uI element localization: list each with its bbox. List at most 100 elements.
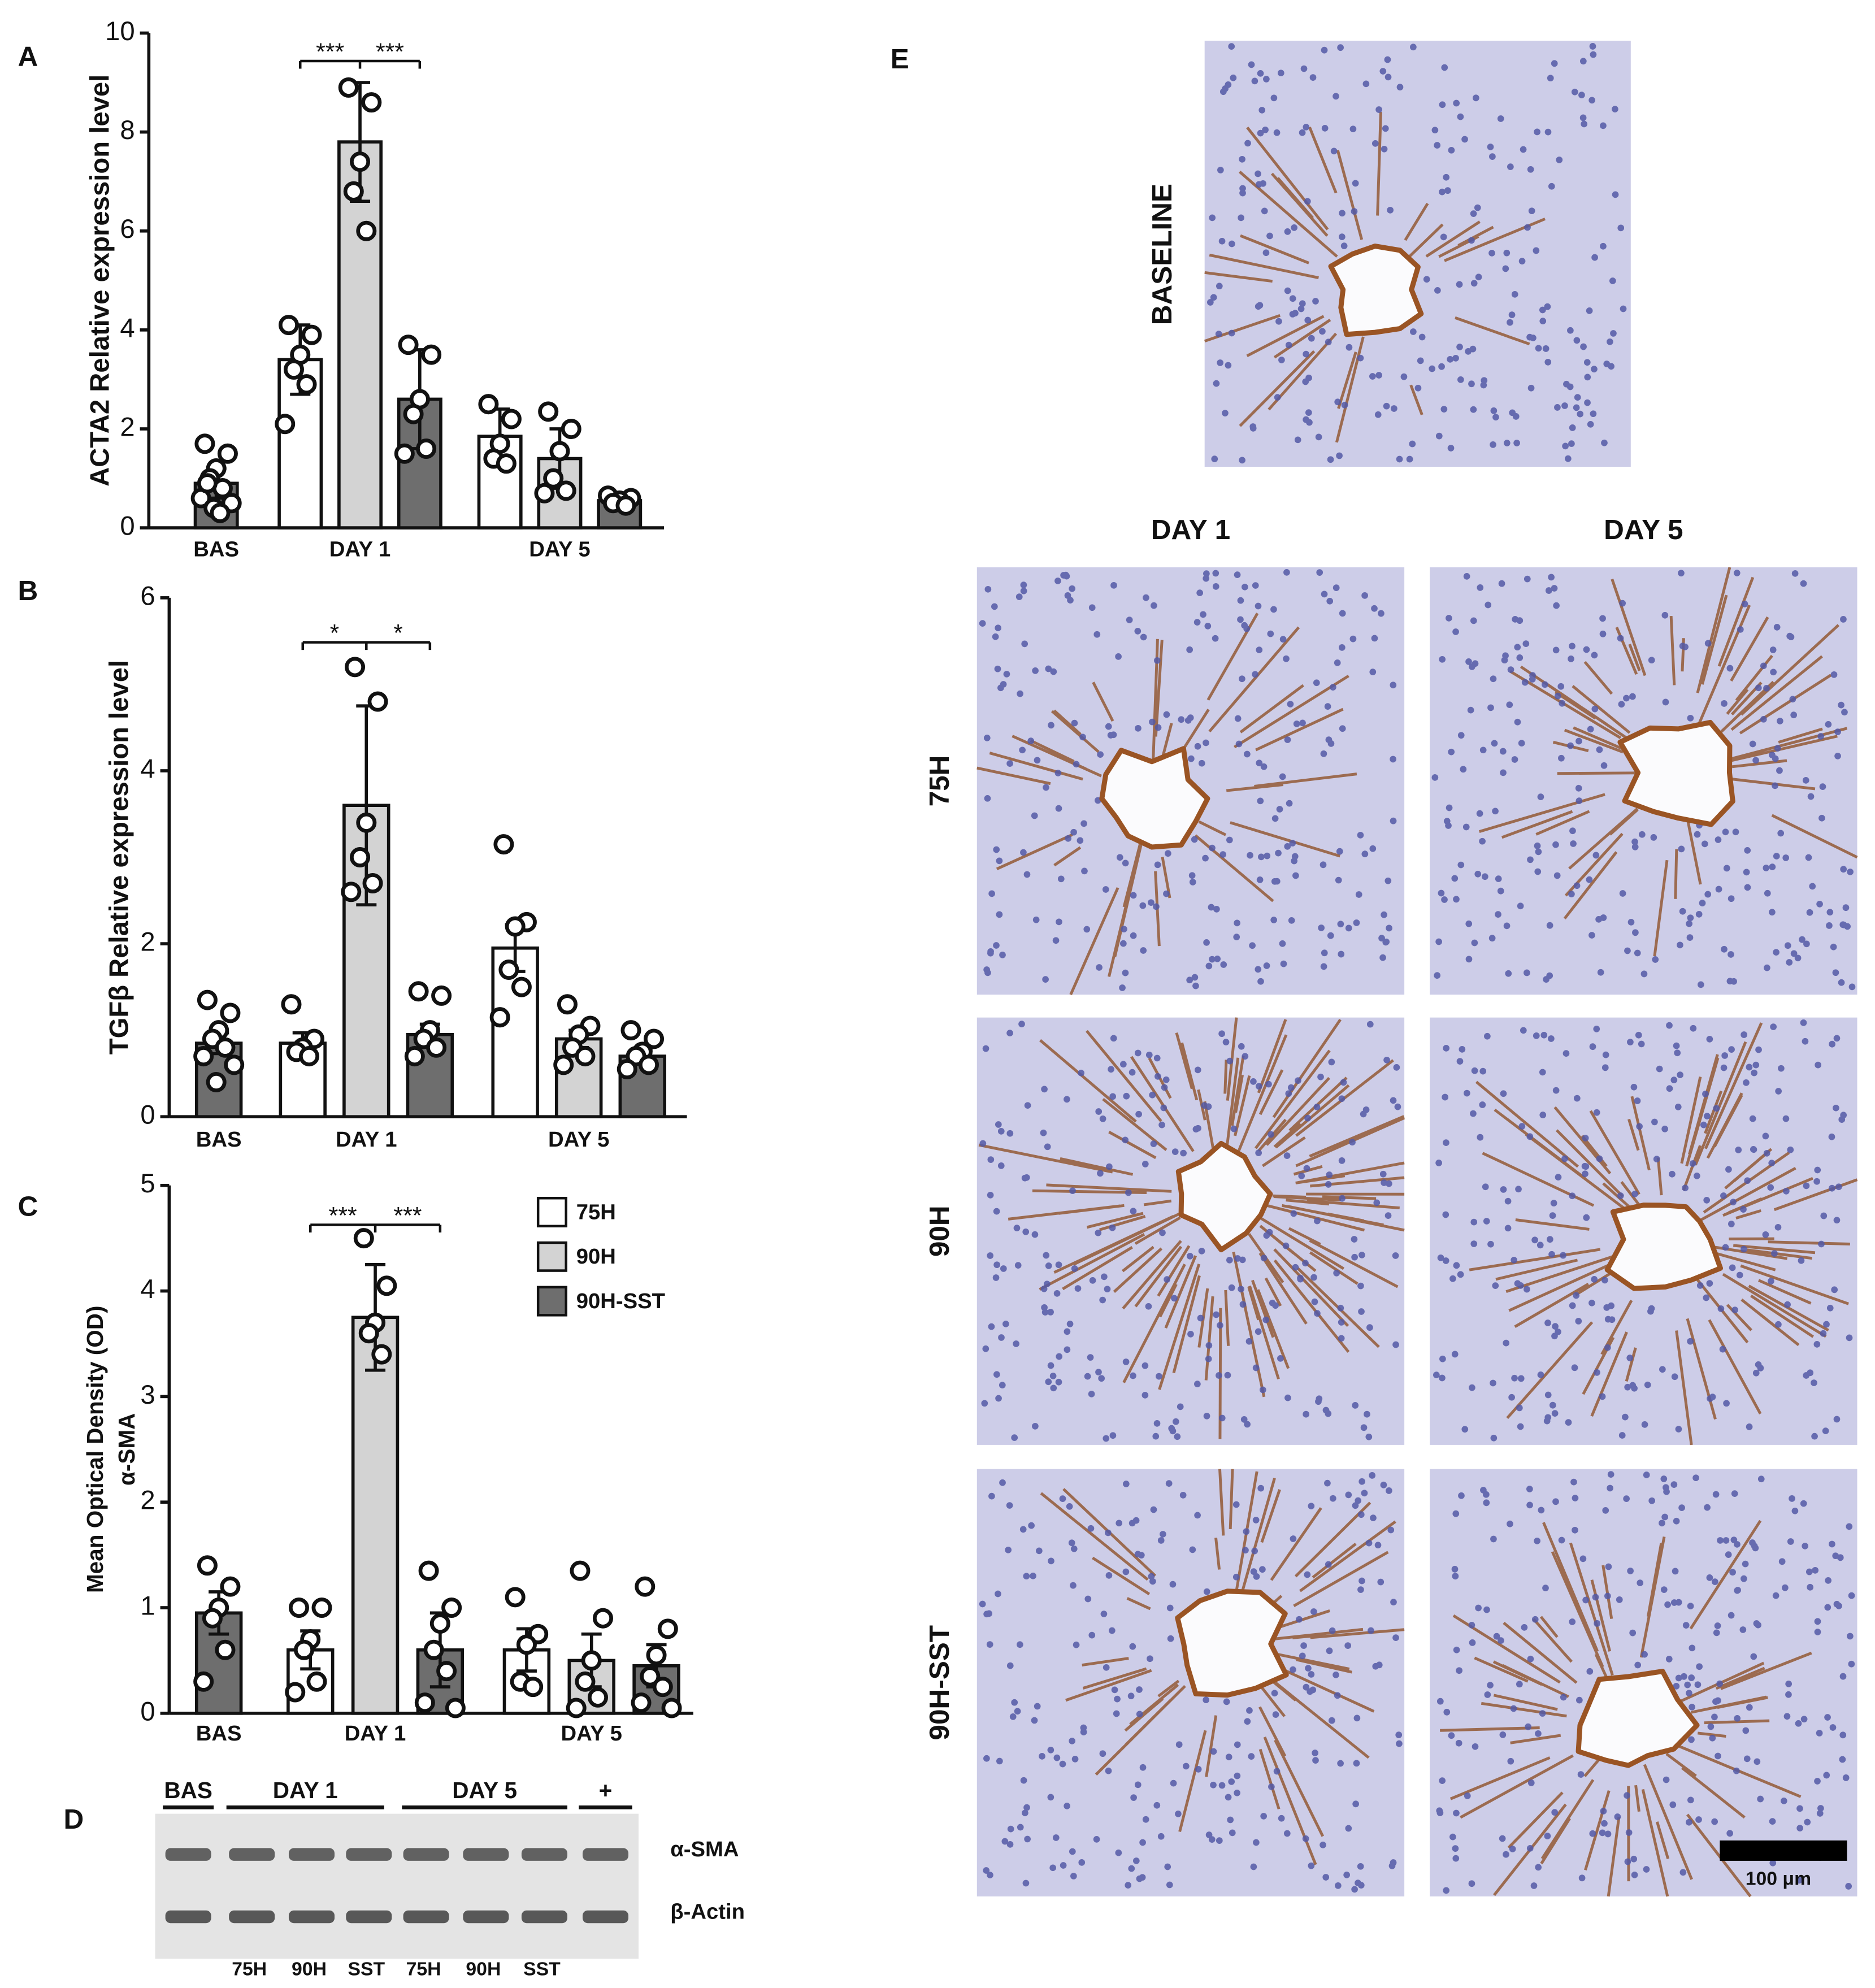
- y-tick-label: 0: [120, 511, 134, 541]
- blot-band: [346, 1910, 392, 1924]
- x-tick-label: DAY 1: [345, 1721, 406, 1746]
- row-label: 75H: [924, 756, 955, 807]
- legend-label: 90H-SST: [576, 1289, 665, 1313]
- x-tick-label: BAS: [196, 1127, 242, 1152]
- panel-label: E: [891, 44, 909, 75]
- data-point: [197, 989, 218, 1010]
- data-point: [575, 1671, 596, 1692]
- y-tick-label: 2: [120, 412, 134, 442]
- row-label: 90H-SST: [924, 1625, 955, 1740]
- data-point: [220, 1576, 241, 1597]
- data-point: [301, 324, 322, 345]
- data-point: [426, 1037, 447, 1058]
- blot-band: [463, 1848, 509, 1861]
- data-point: [293, 1639, 315, 1660]
- data-point: [353, 1228, 374, 1249]
- data-point: [298, 1046, 320, 1067]
- y-axis-label: TGFβ Relative expression level: [104, 660, 134, 1054]
- y-tick-label: 4: [140, 1274, 155, 1304]
- data-point: [281, 994, 302, 1015]
- significance: *: [393, 619, 403, 646]
- data-point: [505, 1587, 526, 1608]
- data-point: [408, 981, 429, 1002]
- data-point: [220, 1002, 241, 1023]
- data-point: [570, 1560, 591, 1581]
- data-point: [498, 960, 519, 980]
- data-point: [414, 1692, 435, 1713]
- data-point: [646, 1645, 667, 1666]
- scale-bar-label: 100 μm: [1746, 1868, 1811, 1890]
- legend-swatch: [536, 1241, 567, 1272]
- data-point: [361, 92, 382, 113]
- y-tick-label: 2: [140, 927, 155, 957]
- data-point: [575, 1046, 596, 1067]
- data-point: [635, 1576, 656, 1597]
- blot-band: [288, 1910, 335, 1924]
- data-point: [615, 495, 636, 516]
- significance: ***: [316, 38, 344, 66]
- y-axis-label: α-SMA: [114, 1413, 140, 1486]
- vessel: [1575, 1669, 1700, 1768]
- vessel: [1099, 746, 1210, 850]
- data-point: [436, 1661, 457, 1682]
- y-tick-label: 5: [140, 1169, 155, 1199]
- blot-band: [463, 1910, 509, 1924]
- data-point: [416, 438, 437, 459]
- data-point: [403, 403, 424, 424]
- y-tick-label: 1: [140, 1591, 155, 1621]
- data-point: [350, 847, 371, 868]
- data-point: [516, 1634, 537, 1655]
- data-point: [376, 1275, 397, 1296]
- blot-band: [521, 1910, 567, 1924]
- blot-lane-label: 75H: [406, 1958, 441, 1980]
- blot-band: [229, 1848, 275, 1861]
- x-tick-label: DAY 5: [561, 1721, 622, 1746]
- micrograph: [976, 1017, 1405, 1445]
- data-point: [215, 1037, 236, 1058]
- data-point: [639, 1054, 659, 1075]
- data-point: [553, 1054, 574, 1075]
- data-point: [587, 1687, 608, 1708]
- data-point: [620, 1020, 641, 1041]
- data-point: [341, 882, 362, 902]
- y-tick-label: 4: [140, 754, 155, 784]
- vessel: [1604, 1203, 1724, 1291]
- y-tick-label: 0: [140, 1100, 155, 1130]
- y-axis-label: ACTA2 Relative expression level: [85, 75, 115, 487]
- blot-row-label: β-Actin: [670, 1899, 745, 1924]
- data-point: [592, 1608, 613, 1629]
- blot-band: [582, 1848, 629, 1861]
- data-point: [356, 220, 377, 241]
- blot-lane-label: SST: [523, 1958, 561, 1980]
- legend-swatch: [536, 1197, 567, 1228]
- nuclei: [1436, 1471, 1855, 1894]
- data-point: [358, 1323, 379, 1344]
- y-tick-label: 3: [140, 1380, 155, 1410]
- scale-bar: [1720, 1840, 1847, 1861]
- data-point: [356, 812, 377, 833]
- blot-band: [582, 1910, 629, 1924]
- data-point: [421, 344, 442, 365]
- data-point: [367, 691, 388, 712]
- significance: ***: [376, 38, 404, 66]
- data-point: [398, 335, 419, 355]
- y-axis-label: Mean Optical Density (OD): [82, 1306, 108, 1594]
- blot-lane-label: SST: [348, 1958, 385, 1980]
- panel-label: B: [18, 575, 38, 606]
- vessel: [1175, 1588, 1289, 1698]
- data-point: [496, 453, 517, 474]
- legend-label: 75H: [576, 1200, 616, 1224]
- data-point: [478, 394, 499, 415]
- micrograph: [976, 567, 1405, 996]
- data-point: [493, 834, 514, 855]
- blot-band: [229, 1910, 275, 1924]
- panel-label: A: [18, 41, 38, 72]
- stain-streaks: [1440, 1520, 1812, 1898]
- blot-band: [288, 1848, 335, 1861]
- data-point: [631, 1692, 652, 1713]
- data-point: [652, 1677, 673, 1698]
- data-point: [657, 1618, 678, 1639]
- data-point: [193, 1671, 214, 1692]
- stain-streaks: [1040, 1469, 1405, 1865]
